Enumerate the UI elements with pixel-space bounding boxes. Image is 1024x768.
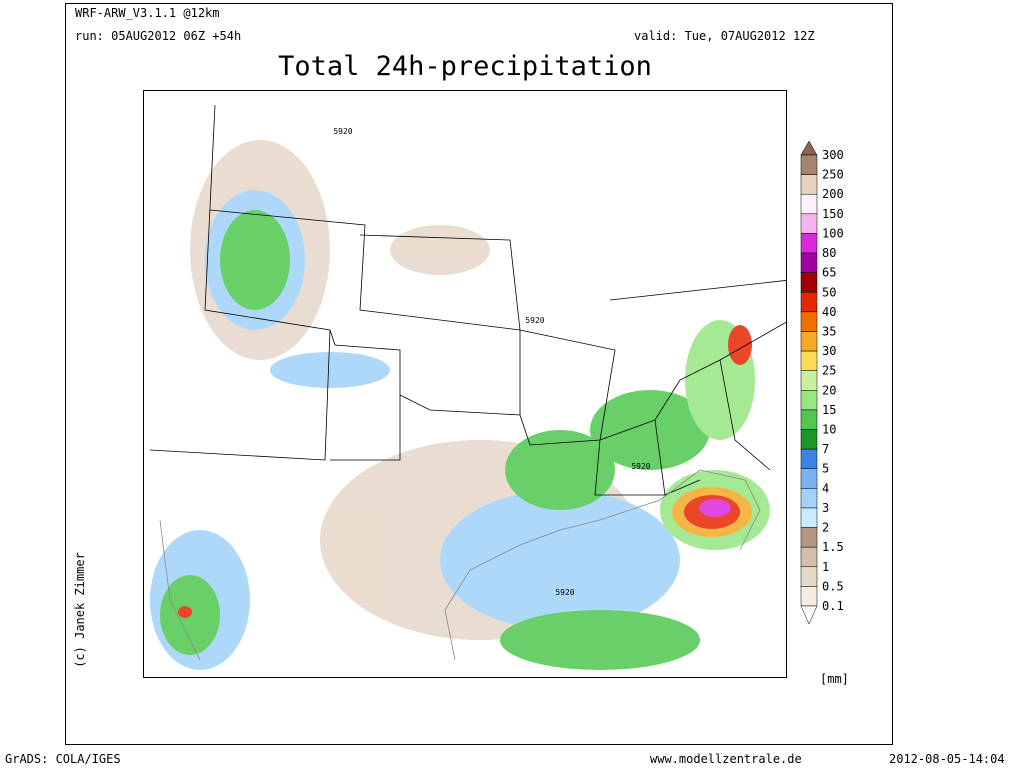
contour-label: 5920 — [555, 588, 574, 597]
colorbar-label: 250 — [822, 168, 844, 182]
colorbar-label: 5 — [822, 462, 829, 476]
map — [143, 90, 787, 678]
colorbar-box — [800, 311, 818, 332]
colorbar-label: 1 — [822, 560, 829, 574]
title: Total 24h-precipitation — [278, 51, 652, 82]
colorbar-box — [800, 390, 818, 411]
footer-right: 2012-08-05-14:04 — [889, 752, 1005, 766]
model-label: WRF-ARW_V3.1.1 @12km — [75, 6, 220, 20]
colorbar-box — [800, 586, 818, 607]
colorbar-box — [800, 350, 818, 371]
colorbar-label: 7 — [822, 442, 829, 456]
colorbar-cap — [800, 140, 818, 156]
colorbar-label: 4 — [822, 481, 829, 495]
plot-frame — [65, 3, 893, 745]
contour-label: 5920 — [333, 127, 352, 136]
precip-field — [150, 140, 770, 670]
colorbar-box — [800, 331, 818, 352]
colorbar-label: 40 — [822, 305, 836, 319]
run-label: run: 05AUG2012 06Z +54h — [75, 29, 241, 43]
colorbar-box — [800, 193, 818, 215]
colorbar-box — [800, 213, 818, 234]
colorbar-label: 2 — [822, 521, 829, 535]
colorbar-box — [800, 527, 818, 548]
colorbar-label: 65 — [822, 266, 836, 280]
colorbar-cap — [800, 605, 818, 625]
colorbar-label: 10 — [822, 423, 836, 437]
colorbar-label: 0.1 — [822, 599, 844, 613]
colorbar-box — [800, 409, 818, 430]
colorbar-box — [800, 448, 818, 469]
colorbar-label: 100 — [822, 226, 844, 240]
colorbar-label: 150 — [822, 207, 844, 221]
colorbar-box — [800, 507, 818, 528]
colorbar-box — [800, 252, 818, 273]
colorbar-box — [800, 272, 818, 293]
colorbar-box — [800, 566, 818, 587]
contour-label: 5920 — [525, 316, 544, 325]
colorbar-label: 15 — [822, 403, 836, 417]
colorbar-box — [800, 370, 818, 391]
colorbar-label: 300 — [822, 148, 844, 162]
colorbar-label: 200 — [822, 187, 844, 201]
colorbar-label: 35 — [822, 324, 836, 338]
colorbar-box — [800, 468, 818, 489]
colorbar-label: 50 — [822, 285, 836, 299]
boundaries — [149, 104, 787, 661]
colorbar-box — [800, 429, 818, 450]
colorbar-box — [800, 154, 818, 175]
colorbar-label: 80 — [822, 246, 836, 260]
valid-label: valid: Tue, 07AUG2012 12Z — [634, 29, 815, 43]
colorbar-box — [800, 292, 818, 313]
colorbar-label: 30 — [822, 344, 836, 358]
contour-label: 5920 — [631, 462, 650, 471]
colorbar: 300 250 200 150 100 80 65 50 40 35 30 25 20 15 10 7 5 4 3 2… — [800, 140, 844, 625]
colorbar-box — [800, 546, 818, 568]
colorbar-label: 0.5 — [822, 579, 844, 593]
map-frame — [143, 90, 787, 678]
colorbar-box — [800, 233, 818, 254]
credit: (c) Janek Zimmer — [73, 552, 87, 668]
colorbar-label: 3 — [822, 501, 829, 515]
contour-labels: 5920 5920 5920 5920 — [333, 127, 650, 597]
colorbar-box — [800, 488, 818, 509]
colorbar-box — [800, 174, 818, 195]
footer-left: GrADS: COLA/IGES — [5, 752, 121, 766]
unit-label: [mm] — [820, 672, 849, 686]
footer-center: www.modellzentrale.de — [650, 752, 802, 766]
colorbar-label: 1.5 — [822, 540, 844, 554]
colorbar-label: 20 — [822, 383, 836, 397]
colorbar-label: 25 — [822, 364, 836, 378]
